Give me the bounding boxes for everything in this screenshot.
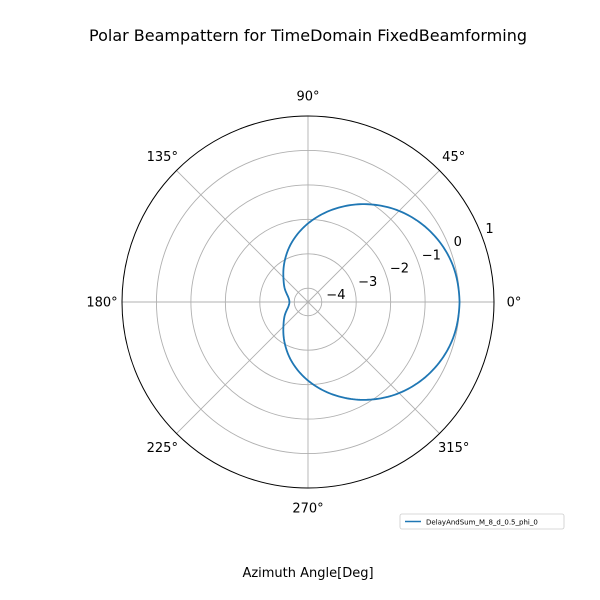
- chart-title: Polar Beampattern for TimeDomain FixedBe…: [89, 26, 527, 45]
- angle-tick-label: 315°: [438, 441, 469, 456]
- x-axis-label: Azimuth Angle[Deg]: [242, 566, 373, 581]
- angle-tick-label: 225°: [147, 441, 178, 456]
- polar-grid: [122, 116, 494, 488]
- radial-tick-label: −3: [358, 275, 377, 290]
- legend: DelayAndSum_M_8_d_0.5_phi_0: [399, 513, 565, 530]
- angle-tick-label: 135°: [147, 150, 178, 165]
- angle-tick-label: 90°: [296, 90, 319, 105]
- radial-gridline: [224, 218, 392, 386]
- series-layer: [282, 203, 461, 401]
- radial-tick-label: −1: [422, 248, 441, 263]
- legend-label: DelayAndSum_M_8_d_0.5_phi_0: [426, 519, 538, 527]
- radial-tick-labels: −4 −3 −2 −1 0 1: [326, 222, 493, 303]
- angle-tick-label: 270°: [292, 502, 323, 517]
- angle-tick-label: 45°: [442, 150, 465, 165]
- radial-tick-label: 1: [485, 222, 493, 237]
- angle-gridline: [176, 170, 309, 303]
- radial-gridline: [259, 253, 357, 351]
- series-line-0: [282, 203, 461, 401]
- angle-tick-labels: 0° 45° 90° 135° 180° 225° 270° 315°: [86, 90, 521, 517]
- polar-frame: [121, 115, 495, 489]
- angle-tick-label: 180°: [86, 296, 117, 311]
- angle-gridline: [307, 170, 440, 303]
- angle-gridline: [176, 301, 309, 434]
- radial-tick-label: −2: [390, 262, 409, 277]
- legend-box: [399, 513, 565, 530]
- angle-gridline: [307, 301, 440, 434]
- radial-tick-label: −4: [326, 288, 345, 303]
- angle-tick-label: 0°: [507, 296, 522, 311]
- radial-gridline: [190, 184, 426, 420]
- radial-gridline: [293, 287, 323, 317]
- radial-tick-label: 0: [454, 235, 462, 250]
